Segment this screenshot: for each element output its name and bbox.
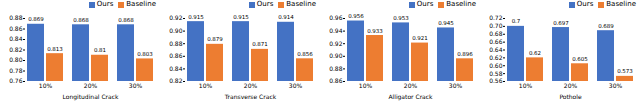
svg-text:0.921: 0.921: [412, 35, 428, 41]
svg-text:0.868: 0.868: [118, 17, 134, 23]
svg-text:0.813: 0.813: [47, 46, 63, 52]
svg-text:10%: 10%: [519, 82, 533, 89]
svg-text:0.945: 0.945: [438, 20, 454, 26]
html-text:Ours: Ours: [416, 0, 434, 8]
svg-text:0.90: 0.90: [169, 27, 183, 34]
svg-text:0.856: 0.856: [297, 51, 313, 57]
svg-text:Alligator Crack: Alligator Crack: [388, 93, 433, 101]
svg-text:30%: 30%: [289, 82, 303, 89]
svg-text:0.86: 0.86: [329, 77, 343, 84]
svg-text:0.56: 0.56: [489, 77, 503, 84]
svg-text:0.88: 0.88: [9, 14, 23, 21]
html-text:Baseline: Baseline: [286, 0, 316, 8]
svg-text:0.914: 0.914: [278, 14, 294, 20]
svg-text:0.66: 0.66: [489, 38, 503, 45]
svg-text:0.90: 0.90: [329, 52, 343, 59]
svg-text:30%: 30%: [609, 82, 623, 89]
svg-text:0.58: 0.58: [489, 70, 503, 77]
svg-text:20%: 20%: [404, 82, 418, 89]
svg-text:0.92: 0.92: [169, 14, 183, 21]
svg-text:30%: 30%: [129, 82, 143, 89]
svg-text:0.915: 0.915: [188, 14, 204, 20]
svg-text:0.78: 0.78: [9, 67, 23, 74]
svg-text:20%: 20%: [84, 82, 98, 89]
svg-text:0.68: 0.68: [489, 30, 503, 37]
svg-text:0.605: 0.605: [572, 56, 588, 62]
svg-text:0.92: 0.92: [329, 40, 343, 47]
svg-text:0.64: 0.64: [489, 46, 503, 53]
svg-text:Transverse Crack: Transverse Crack: [224, 93, 277, 100]
svg-text:Pothole: Pothole: [559, 93, 582, 100]
svg-text:0.84: 0.84: [9, 35, 23, 42]
svg-text:0.88: 0.88: [169, 40, 183, 47]
svg-text:0.94: 0.94: [329, 27, 343, 34]
svg-text:30%: 30%: [449, 82, 463, 89]
svg-text:0.88: 0.88: [329, 65, 343, 72]
svg-text:20%: 20%: [244, 82, 258, 89]
svg-text:0.879: 0.879: [207, 36, 223, 42]
svg-text:0.96: 0.96: [329, 14, 343, 21]
html-text:Baseline: Baseline: [446, 0, 476, 8]
svg-text:0.81: 0.81: [94, 47, 106, 53]
html-text:Ours: Ours: [576, 0, 594, 8]
svg-text:20%: 20%: [564, 82, 578, 89]
svg-text:0.62: 0.62: [529, 50, 541, 56]
svg-text:10%: 10%: [359, 82, 373, 89]
svg-text:0.82: 0.82: [169, 77, 183, 84]
svg-text:0.76: 0.76: [9, 77, 23, 84]
svg-text:0.70: 0.70: [489, 22, 503, 29]
svg-text:0.86: 0.86: [9, 25, 23, 32]
svg-text:0.62: 0.62: [489, 54, 503, 61]
svg-text:0.573: 0.573: [617, 68, 633, 74]
svg-text:0.956: 0.956: [348, 13, 364, 19]
svg-text:0.868: 0.868: [73, 17, 89, 23]
html-text:Ours: Ours: [96, 0, 114, 8]
svg-text:0.689: 0.689: [598, 23, 614, 29]
svg-text:0.7: 0.7: [512, 18, 521, 24]
svg-text:0.60: 0.60: [489, 62, 503, 69]
svg-text:0.697: 0.697: [553, 20, 569, 26]
html-text:Baseline: Baseline: [126, 0, 156, 8]
svg-text:0.72: 0.72: [489, 14, 503, 21]
html-text:Ours: Ours: [256, 0, 274, 8]
svg-text:10%: 10%: [199, 82, 213, 89]
html-text:Baseline: Baseline: [606, 0, 636, 8]
svg-text:10%: 10%: [39, 82, 53, 89]
svg-text:0.915: 0.915: [233, 14, 249, 20]
svg-text:0.871: 0.871: [252, 41, 268, 47]
svg-text:0.80: 0.80: [9, 56, 23, 63]
svg-text:Longitudinal Crack: Longitudinal Crack: [63, 93, 120, 101]
svg-text:0.896: 0.896: [457, 51, 473, 57]
svg-text:0.86: 0.86: [169, 52, 183, 59]
svg-text:0.869: 0.869: [28, 16, 44, 22]
svg-text:0.803: 0.803: [137, 51, 153, 57]
svg-text:0.82: 0.82: [9, 46, 23, 53]
svg-text:0.953: 0.953: [393, 15, 409, 21]
svg-text:0.933: 0.933: [367, 28, 383, 34]
svg-text:0.84: 0.84: [169, 65, 183, 72]
